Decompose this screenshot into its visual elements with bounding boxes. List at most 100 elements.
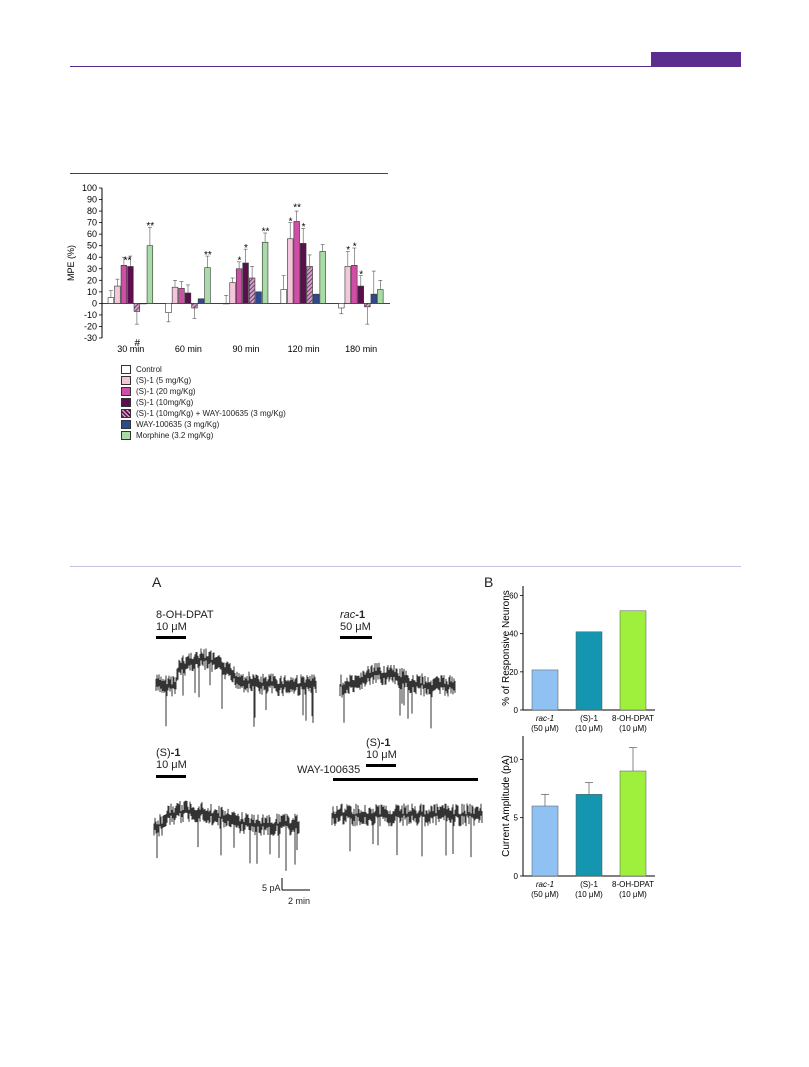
mpe-significance-mark: * xyxy=(244,243,248,254)
b-bar xyxy=(619,610,647,711)
legend-entry: (S)-1 (10mg/Kg) + WAY-100635 (3 mg/Kg) xyxy=(121,408,411,419)
b-x-tick-sublabel: (50 μM) xyxy=(531,890,559,899)
legend-swatch xyxy=(121,376,131,385)
mpe-bar xyxy=(261,241,269,304)
mpe-y-tick-label: 70 xyxy=(87,218,97,228)
mpe-bar xyxy=(120,265,128,304)
trace-3-s-1 xyxy=(153,800,300,871)
b-x-tick-sublabel: (50 μM) xyxy=(531,724,559,733)
b-x-tick-label: rac-1 xyxy=(536,714,554,723)
mpe-bar xyxy=(364,303,371,308)
trace-1-conc: 10 μM xyxy=(156,621,187,633)
trace-3-conc: 10 μM xyxy=(156,759,187,771)
trace-2-application-bar xyxy=(340,636,372,639)
legend-swatch xyxy=(121,431,131,440)
mpe-bar xyxy=(300,243,307,304)
mpe-bar xyxy=(133,303,141,312)
b-y-tick-label: 0 xyxy=(514,872,519,881)
mpe-y-axis-label: MPE (%) xyxy=(66,245,76,281)
b-bar xyxy=(575,794,603,877)
mpe-significance-mark: ** xyxy=(293,202,301,213)
trace-3-label: (S)-1 10 μM xyxy=(156,747,187,771)
header-tab xyxy=(651,52,741,66)
legend-label: Control xyxy=(136,365,162,374)
figure-top-rule xyxy=(70,173,388,174)
b-x-tick-label: rac-1 xyxy=(536,880,554,889)
b-bar xyxy=(575,631,603,711)
mpe-bar xyxy=(107,297,115,304)
legend-label: (S)-1 (10mg/Kg) + WAY-100635 (3 mg/Kg) xyxy=(136,409,286,418)
mpe-y-tick-label: 50 xyxy=(87,241,97,251)
b-y-tick-label: 10 xyxy=(509,755,518,764)
legend-swatch xyxy=(121,409,131,418)
section-rule xyxy=(70,566,741,567)
mpe-bar xyxy=(146,245,154,304)
legend-swatch xyxy=(121,387,131,396)
trace-3-application-bar xyxy=(156,775,186,778)
mpe-bar xyxy=(338,303,345,309)
trace-4-drug: (S)-1 xyxy=(366,737,391,749)
b-x-tick-sublabel: (10 μM) xyxy=(575,724,603,733)
mpe-bar xyxy=(293,221,300,304)
b-x-tick-label: 8-OH-DPAT xyxy=(612,880,654,889)
mpe-chart-legend: Control (S)-1 (5 mg/Kg) (S)-1 (20 mg/Kg) (S… xyxy=(121,364,411,441)
mpe-bar xyxy=(248,277,256,304)
trace-2-rac-1 xyxy=(339,662,456,729)
b-x-tick-sublabel: (10 μM) xyxy=(619,724,647,733)
legend-entry: (S)-1 (10mg/Kg) xyxy=(121,397,411,408)
legend-label: (S)-1 (5 mg/Kg) xyxy=(136,376,192,385)
mpe-y-tick-label: -30 xyxy=(84,333,97,343)
legend-label: Morphine (3.2 mg/Kg) xyxy=(136,431,214,440)
mpe-bar xyxy=(222,303,230,305)
trace-4-conc: 10 μM xyxy=(366,749,397,761)
mpe-bar xyxy=(255,291,262,304)
b-x-tick-label: (S)-1 xyxy=(580,880,598,889)
mpe-x-tick-label: 30 min xyxy=(117,344,144,354)
mpe-bar xyxy=(370,293,377,304)
b-bar xyxy=(619,770,647,877)
legend-label: (S)-1 (20 mg/Kg) xyxy=(136,387,196,396)
mpe-y-tick-label: 40 xyxy=(87,252,97,262)
mpe-bar xyxy=(319,251,326,304)
mpe-bar xyxy=(357,285,364,304)
mpe-bar xyxy=(204,267,211,304)
trace-4-s-1-way xyxy=(331,803,483,858)
mpe-bar xyxy=(344,266,351,304)
mpe-y-tick-label: 90 xyxy=(87,195,97,205)
trace-1-application-bar xyxy=(156,636,186,639)
mpe-bar xyxy=(313,293,320,304)
trace-2-drug: rac-1 xyxy=(340,609,366,621)
trace-4-application-bar xyxy=(366,764,396,767)
mpe-bar xyxy=(351,265,358,304)
trace-4-way-label: WAY-100635 xyxy=(297,764,361,776)
mpe-x-tick-label: 90 min xyxy=(232,344,259,354)
legend-swatch xyxy=(121,365,131,374)
mpe-significance-mark: ** xyxy=(204,250,212,261)
trace-1-drug: 8-OH-DPAT xyxy=(156,609,214,621)
mpe-x-tick-label: 180 min xyxy=(345,344,377,354)
mpe-bar xyxy=(280,289,287,304)
mpe-bar xyxy=(178,288,185,304)
legend-swatch xyxy=(121,420,131,429)
mpe-bar xyxy=(184,292,192,304)
mpe-bar xyxy=(235,268,243,304)
mpe-bar xyxy=(191,303,198,309)
b-y-tick-label: 0 xyxy=(514,706,519,715)
b-y-axis-label: Current Amplitude (pA) xyxy=(501,755,512,857)
b-x-tick-label: (S)-1 xyxy=(580,714,598,723)
mpe-bar xyxy=(242,262,249,304)
mpe-bar xyxy=(140,303,147,305)
legend-label: (S)-1 (10mg/Kg) xyxy=(136,398,194,407)
mpe-y-tick-label: 80 xyxy=(87,206,97,216)
mpe-y-tick-label: 20 xyxy=(87,275,97,285)
mpe-significance-mark: ** xyxy=(262,227,270,238)
mpe-significance-mark: * xyxy=(289,216,293,227)
header-rule xyxy=(70,66,741,67)
mpe-significance-mark: * xyxy=(302,222,306,233)
way-application-bar xyxy=(333,778,478,781)
mpe-bar xyxy=(165,303,172,313)
b-bar xyxy=(531,805,559,877)
responsive-neurons-chart: 0 20 40 60% of Responsive Neurons rac-1(50 μ… xyxy=(501,586,655,733)
